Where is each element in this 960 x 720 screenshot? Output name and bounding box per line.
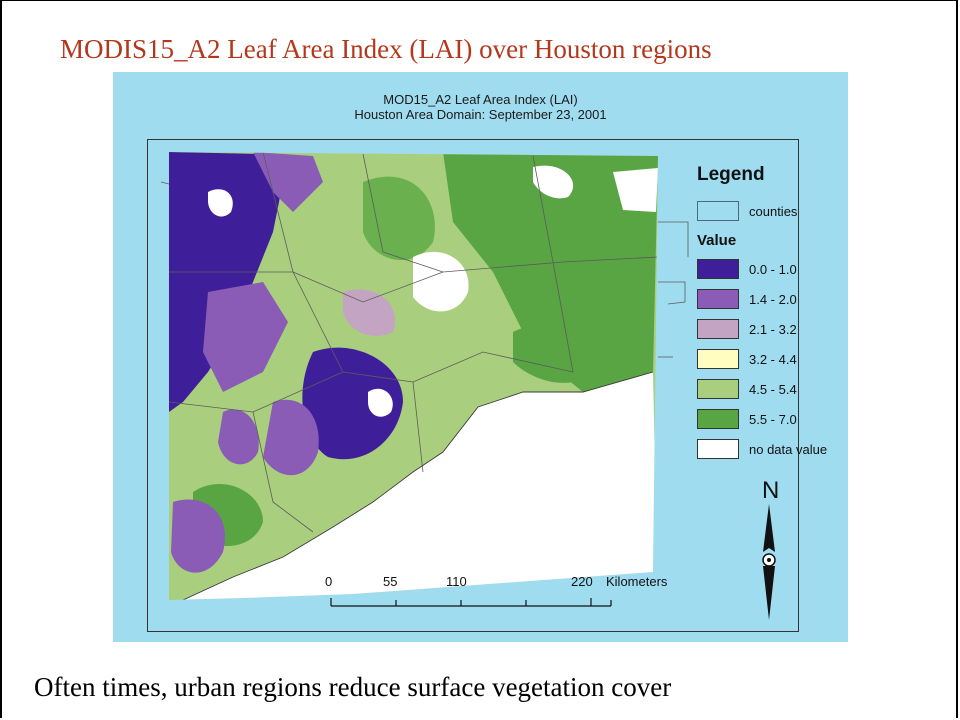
gulf-no-data-area [183, 372, 658, 600]
no-data-patch [208, 189, 233, 217]
counties-swatch [697, 201, 739, 221]
north-label: N [762, 477, 780, 504]
legend-swatch [697, 379, 739, 399]
lai-class-5-7-area [443, 152, 658, 392]
scale-bar [330, 598, 612, 607]
lai-class-1-2-area [263, 399, 319, 476]
legend-class-item: 3.2 - 4.4 [697, 348, 797, 370]
legend-counties-label: counties [749, 203, 798, 219]
legend-value-heading: Value [697, 232, 737, 249]
lai-class-5-7-patch [363, 176, 435, 261]
lai-raster-map [160, 152, 776, 620]
lai-map-figure: MOD15_A2 Leaf Area Index (LAI) Houston A… [113, 72, 848, 642]
legend-class-item: 0.0 - 1.0 [697, 258, 797, 280]
legend-class-label: 0.0 - 1.0 [749, 261, 797, 277]
legend-class-item: no data value [697, 438, 827, 460]
scale-unit-label: Kilometers [606, 574, 668, 589]
no-data-patch [368, 388, 393, 417]
legend-item-counties: counties [697, 200, 797, 222]
legend-swatch [697, 349, 739, 369]
scale-tick-label: 110 [446, 574, 467, 589]
lai-class-5-7-patch [513, 325, 595, 383]
no-data-patch [533, 165, 574, 199]
county-boundaries [169, 152, 658, 533]
lai-class-1-2-area [253, 152, 323, 212]
legend-class-label: 3.2 - 4.4 [749, 351, 797, 367]
map-frame [147, 139, 799, 632]
coastline [182, 371, 654, 600]
legend-swatch [697, 259, 739, 279]
scale-tick-label: 55 [383, 574, 398, 589]
legend-swatch [697, 439, 739, 459]
scale-tick-label: 220 [571, 574, 593, 589]
no-data-patch [613, 168, 658, 212]
map-title: MOD15_A2 Leaf Area Index (LAI) Houston A… [113, 92, 848, 122]
legend-class-item: 4.5 - 5.4 [697, 378, 797, 400]
north-arrow [762, 504, 776, 620]
legend-swatch [697, 409, 739, 429]
lai-class-2-3-area [343, 289, 395, 336]
scale-tick-label: 0 [325, 574, 333, 589]
legend-class-item: 2.1 - 3.2 [697, 318, 797, 340]
legend-class-label: no data value [749, 441, 828, 457]
legend-title: Legend [697, 164, 765, 185]
county-boundaries-outside [160, 181, 689, 358]
legend-class-item: 5.5 - 7.0 [697, 408, 797, 430]
map-title-line1: MOD15_A2 Leaf Area Index (LAI) [383, 92, 578, 107]
slide-title: MODIS15_A2 Leaf Area Index (LAI) over Ho… [60, 34, 712, 64]
legend-swatch [697, 289, 739, 309]
lai-class-1-2-area [203, 282, 288, 392]
lai-class-1-2-area [218, 409, 259, 465]
legend-class-label: 5.5 - 7.0 [749, 411, 797, 427]
legend-class-label: 1.4 - 2.0 [749, 291, 797, 307]
map-title-line2: Houston Area Domain: September 23, 2001 [354, 107, 607, 122]
slide-caption: Often times, urban regions reduce surfac… [34, 672, 672, 702]
legend-class-label: 4.5 - 5.4 [749, 381, 797, 397]
legend-class-label: 2.1 - 3.2 [749, 321, 797, 337]
legend-class-item: 1.4 - 2.0 [697, 288, 797, 310]
houston-urban-core [302, 347, 403, 460]
legend-swatch [697, 319, 739, 339]
lai-class-1-2-area [171, 499, 225, 573]
lai-class-0-1-area [169, 152, 283, 412]
